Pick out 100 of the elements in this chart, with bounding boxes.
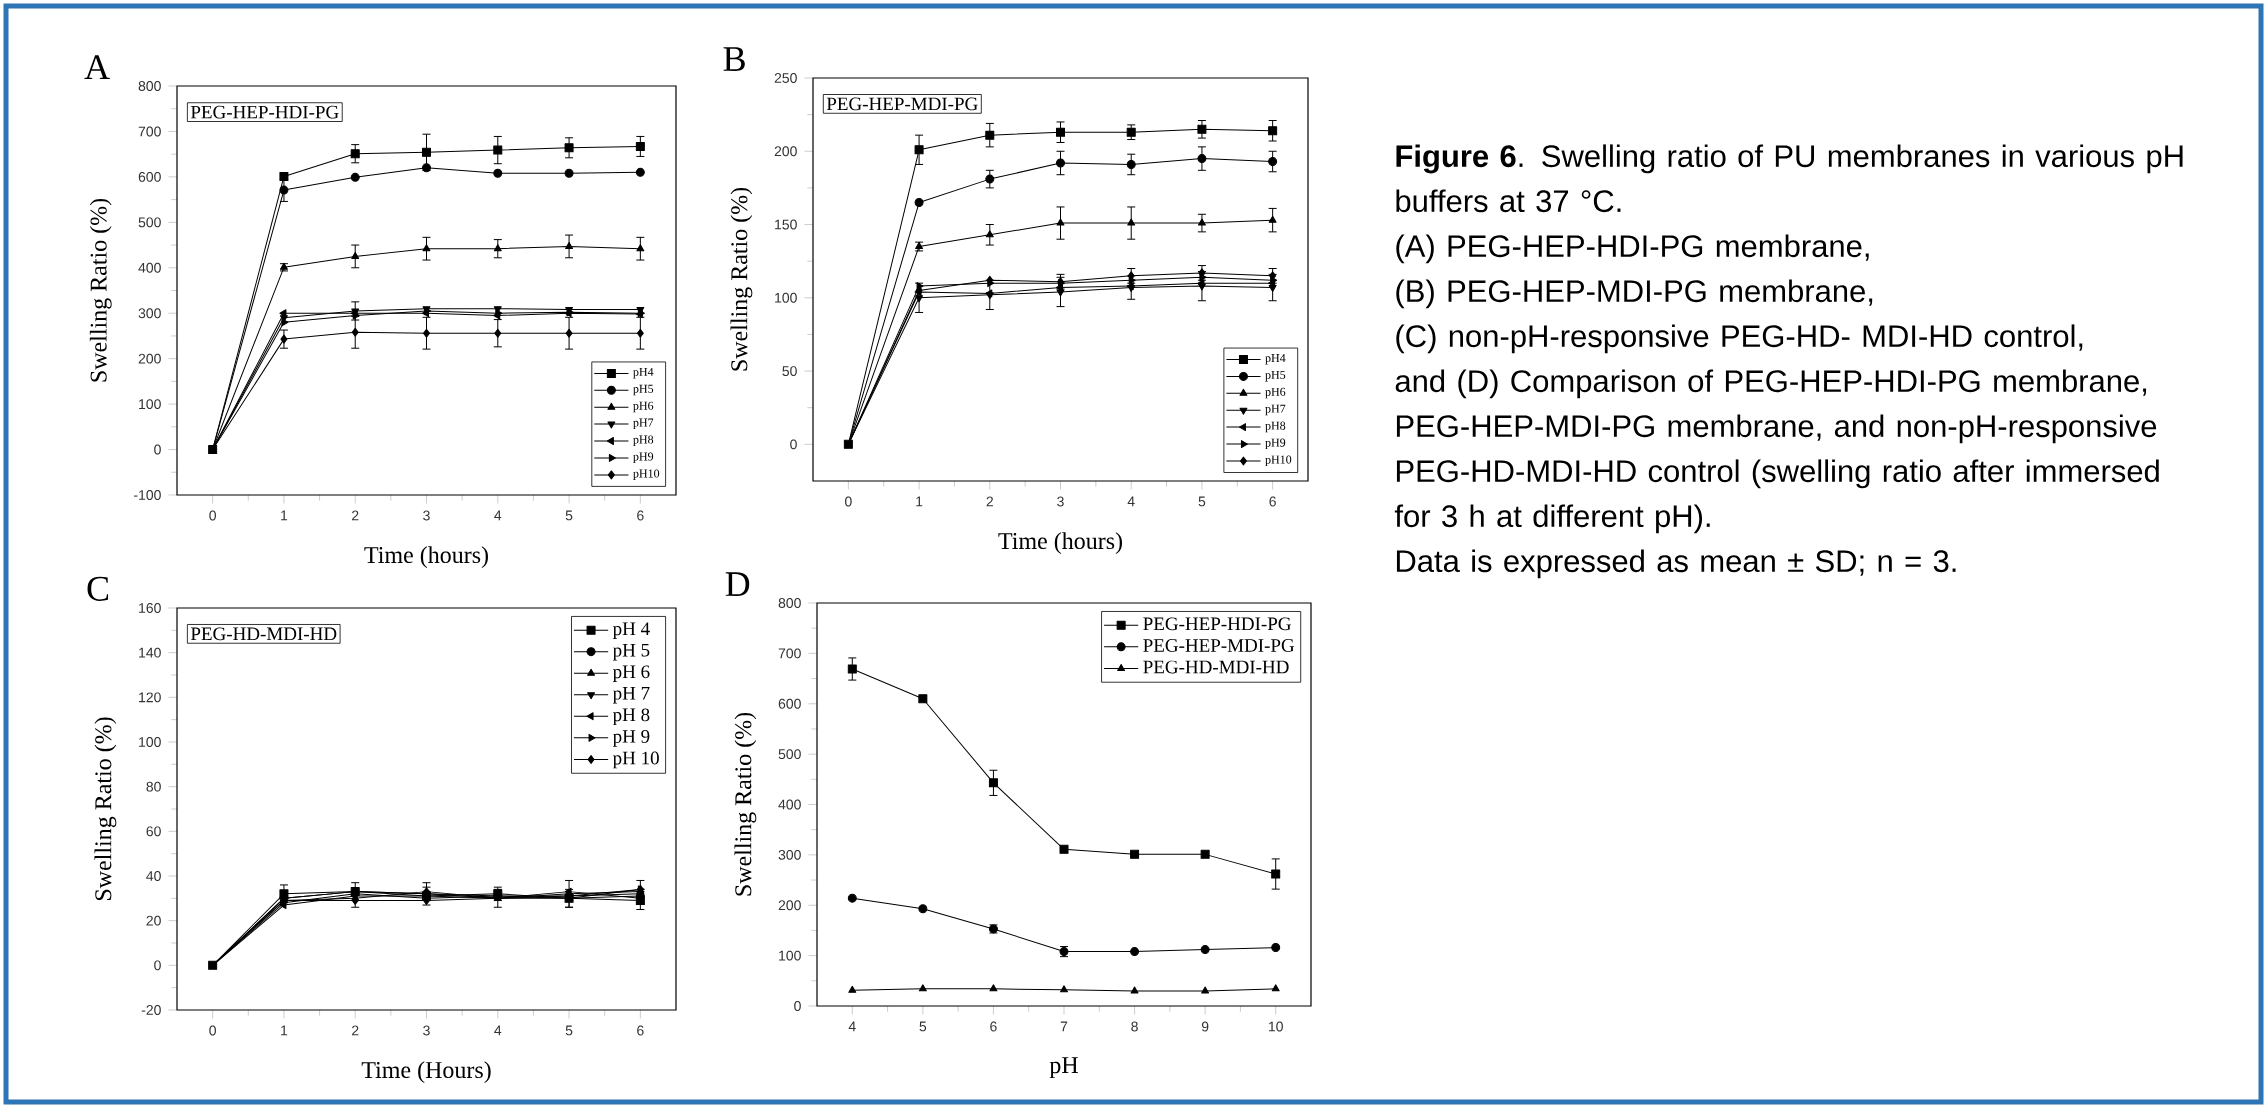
x-tick-label: 2 <box>986 496 993 507</box>
x-tick-label: 6 <box>990 1021 997 1032</box>
text: PEG-HEP-HDI-PG <box>190 105 339 119</box>
legend-label: pH 4 <box>612 622 650 639</box>
legend-label: pH9 <box>633 452 654 463</box>
y-tick-label: 40 <box>146 871 161 881</box>
x-tick-label: 1 <box>916 496 923 507</box>
y-tick-label: 200 <box>778 900 801 911</box>
legend-label: pH10 <box>633 469 660 480</box>
x-tick-label: 2 <box>352 510 359 521</box>
text: PEG-HEP-MDI-PG <box>826 97 978 111</box>
x-axis-title: Time (hours) <box>998 532 1122 554</box>
legend-label: pH8 <box>1265 421 1286 433</box>
x-tick-label: 0 <box>209 510 216 521</box>
y-tick-label: 200 <box>138 353 161 364</box>
y-tick-label: 600 <box>778 698 801 709</box>
chart-title: B <box>723 47 745 71</box>
text: (C) non-pH-responsive PEG-HD- MDI-HD control, <box>1396 324 2083 354</box>
y-tick-label: 800 <box>778 598 801 608</box>
y-tick-label: 700 <box>778 648 801 659</box>
y-tick-label: 250 <box>774 73 797 83</box>
y-tick-label: 0 <box>790 439 797 450</box>
y-tick-label: 200 <box>774 146 797 157</box>
x-tick-label: 6 <box>1269 496 1276 507</box>
x-tick-label: 4 <box>848 1021 856 1032</box>
x-tick-label: 2 <box>352 1025 359 1036</box>
x-tick-label: 6 <box>637 510 644 521</box>
legend-label: pH5 <box>1265 370 1286 382</box>
x-tick-label: 5 <box>919 1021 927 1032</box>
text: Figure 6. Swelling ratio of PU membranes in various pH buffers at 37 °C. <box>1396 144 2183 213</box>
x-tick-label: 4 <box>494 510 502 521</box>
y-tick-label: 80 <box>146 781 161 792</box>
y-axis-title: Swelling Ratio (%) <box>734 712 757 896</box>
y-tick-label: 150 <box>775 219 797 230</box>
legend-label: PEG-HEP-HDI-PG <box>1143 617 1291 631</box>
y-tick-label: -100 <box>134 490 161 500</box>
y-tick-label: -20 <box>141 1005 161 1015</box>
y-tick-label: 600 <box>138 171 161 182</box>
legend-label: pH4 <box>1265 354 1286 365</box>
x-tick-label: 0 <box>845 496 852 507</box>
y-tick-label: 500 <box>778 749 801 760</box>
legend-label: pH7 <box>633 418 654 430</box>
legend-label: pH 6 <box>612 665 650 683</box>
y-axis-title: Swelling Ratio (%) <box>730 187 753 371</box>
y-tick-label: 300 <box>138 308 161 319</box>
text: (B) PEG-HEP-MDI-PG membrane, <box>1396 279 1873 309</box>
y-tick-label: 500 <box>138 217 161 228</box>
x-axis-title: Time (Hours) <box>361 1061 491 1083</box>
y-tick-label: 400 <box>778 799 801 810</box>
chart-title: A <box>84 55 110 79</box>
y-axis-title: Swelling Ratio (%) <box>89 198 112 382</box>
legend-label: pH4 <box>633 367 654 379</box>
legend-label: pH6 <box>1265 387 1286 399</box>
y-axis-title: Swelling Ratio (%) <box>94 717 117 901</box>
y-tick-label: 50 <box>782 366 797 377</box>
x-axis-title: pH <box>1049 1057 1078 1079</box>
y-tick-label: 60 <box>146 826 161 837</box>
x-tick-label: 7 <box>1060 1021 1068 1032</box>
legend-label: pH 10 <box>612 751 659 769</box>
legend-label: pH6 <box>633 401 654 413</box>
x-tick-label: 4 <box>1127 496 1135 507</box>
y-tick-label: 100 <box>779 950 801 961</box>
x-tick-label: 10 <box>1268 1021 1283 1032</box>
text: and (D) Comparison of PEG-HEP-HDI-PG membrane, PEG-HEP-MDI-PG membrane, and non-pH-responsive PEG-HD-MDI-HD control (swelling ratio after immersed for 3 h at different pH). <box>1394 369 2159 534</box>
y-tick-label: 0 <box>154 444 161 455</box>
legend-label: pH5 <box>633 384 654 396</box>
x-tick-label: 5 <box>565 510 573 521</box>
x-tick-label: 1 <box>281 510 288 521</box>
text: Data is expressed as mean ± SD; n = 3. <box>1396 549 1956 579</box>
legend-label: PEG-HEP-MDI-PG <box>1143 639 1295 652</box>
legend-label: pH 8 <box>612 708 650 726</box>
y-tick-label: 0 <box>794 1001 801 1011</box>
legend-label: pH10 <box>1265 455 1292 467</box>
x-tick-label: 3 <box>423 510 430 521</box>
x-tick-label: 3 <box>423 1025 430 1036</box>
legend-label: pH 5 <box>612 643 650 661</box>
y-tick-label: 120 <box>139 692 161 703</box>
y-tick-label: 20 <box>146 915 161 926</box>
x-tick-label: 4 <box>494 1025 502 1036</box>
y-tick-label: 160 <box>139 603 161 613</box>
chart-title: C <box>87 576 109 601</box>
y-tick-label: 800 <box>138 81 161 91</box>
legend-label: pH 9 <box>612 730 650 747</box>
x-tick-label: 8 <box>1131 1021 1138 1032</box>
legend-label: PEG-HD-MDI-HD <box>1143 660 1289 674</box>
legend-label: pH8 <box>633 435 654 447</box>
y-tick-label: 400 <box>138 262 161 273</box>
x-tick-label: 9 <box>1201 1021 1209 1032</box>
text: PEG-HD-MDI-HD <box>190 627 337 641</box>
y-tick-label: 300 <box>778 849 801 860</box>
y-tick-label: 100 <box>139 399 161 410</box>
y-tick-label: 100 <box>139 737 161 747</box>
text: (A) PEG-HEP-HDI-PG membrane, <box>1396 234 1869 264</box>
x-tick-label: 5 <box>1198 496 1206 507</box>
x-tick-label: 3 <box>1057 496 1064 507</box>
legend-label: pH9 <box>1265 438 1286 450</box>
x-tick-label: 6 <box>637 1025 644 1036</box>
x-tick-label: 1 <box>281 1025 288 1036</box>
y-tick-label: 100 <box>775 292 797 303</box>
x-tick-label: 5 <box>565 1025 573 1036</box>
